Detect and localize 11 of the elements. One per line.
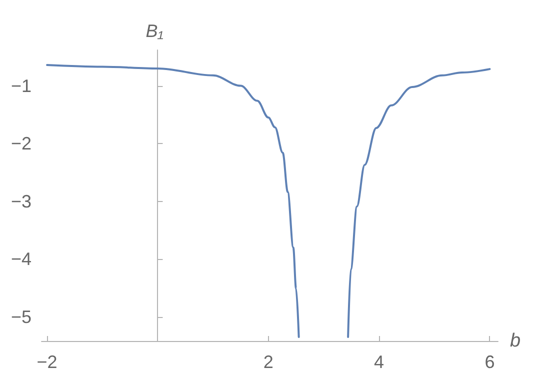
- y-axis-title: B₁: [146, 21, 164, 41]
- y-tick-label: −3: [10, 191, 32, 212]
- x-axis-title: b: [510, 330, 521, 352]
- x-tick-label: −2: [36, 352, 58, 372]
- x-tick-label: 2: [263, 352, 274, 372]
- y-tick-label: −2: [10, 134, 32, 154]
- x-tick-label: 4: [374, 352, 384, 372]
- y-tick-label: −5: [10, 306, 32, 327]
- y-tick-label: −1: [10, 76, 32, 96]
- y-tick-label: −4: [10, 249, 32, 270]
- x-tick-label: 6: [484, 352, 495, 372]
